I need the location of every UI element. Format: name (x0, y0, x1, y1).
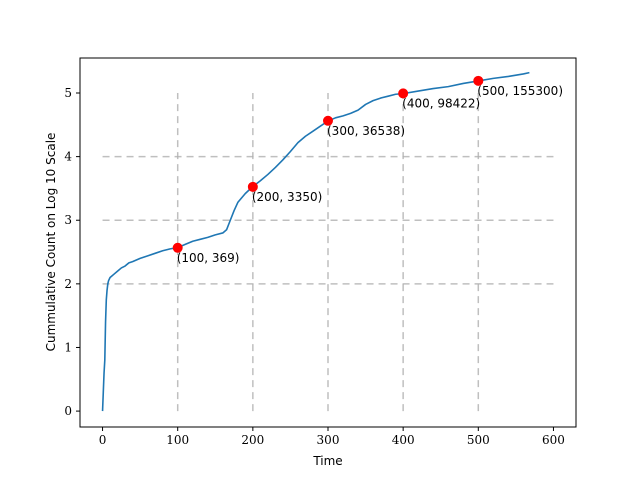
data-point-label: (200, 3350) (252, 190, 322, 204)
data-point-marker (247, 181, 258, 192)
data-point-marker (398, 88, 409, 99)
data-point-label: (400, 98422) (402, 96, 480, 110)
y-ticks: 0 1 2 3 4 5 (64, 86, 80, 418)
y-tick-label: 0 (64, 404, 72, 418)
x-tick-label: 100 (166, 433, 189, 447)
annotation-layer: (100, 369) (200, 3350) (300, 36538) (400, 9… (177, 84, 563, 265)
y-tick-label: 5 (64, 86, 72, 100)
x-tick-label: 600 (542, 433, 565, 447)
x-tick-label: 300 (317, 433, 340, 447)
y-tick-label: 4 (64, 150, 72, 164)
x-tick-label: 400 (392, 433, 415, 447)
series-layer (101, 71, 530, 412)
data-point-marker (323, 115, 333, 126)
data-point-label: (100, 369) (177, 251, 240, 265)
y-axis-label: Cummulative Count on Log 10 Scale (44, 133, 58, 352)
x-tick-label: 0 (99, 433, 107, 447)
x-axis-label: Time (312, 454, 342, 468)
grid-layer (102, 92, 554, 412)
data-point-label: (500, 155300) (477, 84, 563, 98)
series-line-0 (101, 71, 530, 412)
y-tick-label: 2 (64, 277, 72, 291)
x-tick-label: 500 (467, 433, 490, 447)
x-tick-label: 200 (241, 433, 264, 447)
y-tick-label: 3 (64, 213, 72, 227)
y-tick-label: 1 (64, 340, 72, 354)
data-point-marker (172, 242, 183, 253)
marker-layer (172, 75, 484, 253)
data-point-label: (300, 36538) (327, 124, 405, 138)
data-point-marker (473, 75, 484, 86)
x-ticks: 0 100 200 300 400 500 600 (99, 427, 565, 447)
